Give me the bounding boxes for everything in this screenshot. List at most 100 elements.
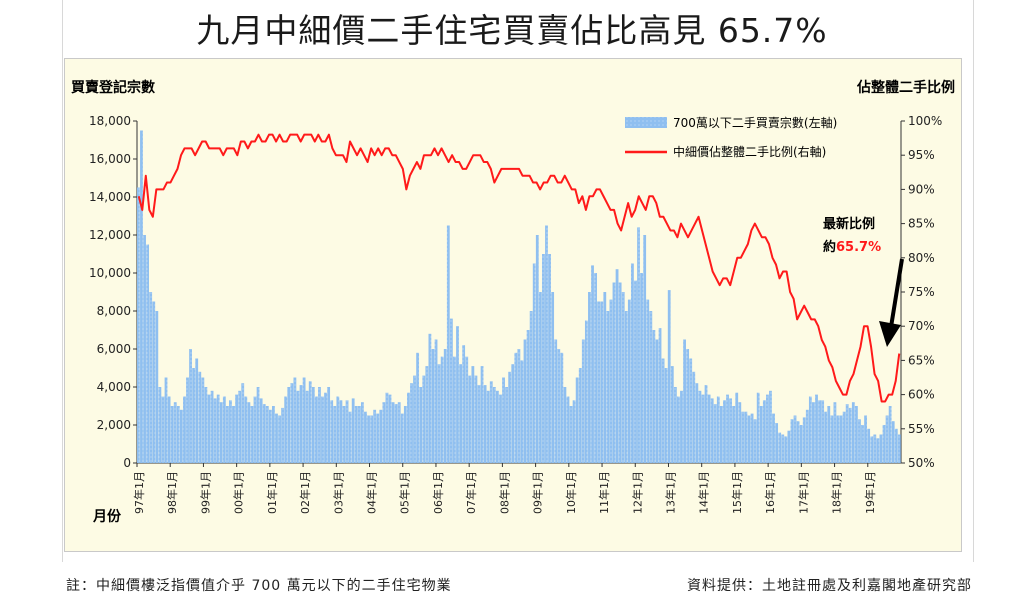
bar	[511, 364, 515, 463]
legend-bar-swatch	[625, 117, 667, 128]
bar	[173, 402, 177, 463]
bar	[535, 235, 539, 463]
bar	[407, 392, 410, 463]
x-tick-label: 11年1月	[597, 471, 611, 514]
bar	[686, 349, 690, 463]
x-tick-label: 14年1月	[697, 471, 711, 514]
bar	[385, 392, 389, 463]
bar	[440, 356, 444, 463]
bar	[204, 387, 208, 463]
bar	[179, 409, 183, 463]
legend-line-label: 中細價佔整體二手比例(右軸)	[673, 144, 826, 159]
page-title: 九月中細價二手住宅買賣佔比高見 65.7%	[196, 11, 828, 50]
bar	[851, 402, 855, 463]
bar	[468, 375, 472, 463]
bar	[431, 349, 435, 463]
bar	[413, 375, 416, 463]
bar	[775, 423, 779, 463]
bar	[750, 413, 754, 463]
bar	[225, 406, 229, 463]
bar	[505, 387, 509, 463]
bar	[821, 400, 825, 463]
bar	[189, 349, 192, 463]
bar	[845, 404, 849, 463]
bar	[170, 406, 174, 463]
bar	[146, 244, 150, 463]
bar	[741, 411, 745, 463]
bar	[566, 396, 570, 463]
bar	[210, 390, 214, 463]
bar	[548, 254, 551, 463]
bar	[449, 318, 453, 463]
y-left-tick-label: 4,000	[97, 380, 131, 394]
bar	[137, 187, 140, 463]
bar	[235, 394, 238, 463]
bar	[456, 326, 459, 463]
bar	[888, 406, 892, 463]
bar	[318, 387, 321, 463]
y-left-tick-label: 6,000	[97, 342, 131, 356]
x-tick-label: 15年1月	[730, 471, 744, 514]
bar	[584, 320, 588, 463]
bar	[747, 415, 751, 463]
bar	[615, 269, 619, 463]
bar	[284, 396, 288, 463]
bar	[192, 368, 196, 463]
y-left-tick-label: 0	[123, 456, 131, 470]
bar	[861, 425, 864, 463]
bar	[578, 368, 582, 463]
bar	[873, 434, 877, 463]
legend-bar-label: 700萬以下二手買賣宗數(左軸)	[673, 115, 837, 130]
bar	[551, 292, 555, 463]
bar	[575, 377, 579, 463]
bar	[400, 413, 404, 463]
bar	[342, 406, 346, 463]
bar	[796, 421, 800, 463]
bar	[830, 415, 834, 463]
bar	[167, 396, 171, 463]
y-left-tick-label: 16,000	[89, 152, 131, 166]
bar	[330, 400, 334, 463]
bar	[256, 387, 260, 463]
bar	[876, 438, 880, 463]
bar	[538, 292, 542, 463]
bar	[594, 273, 597, 463]
x-tick-label: 18年1月	[830, 471, 844, 514]
x-tick-label: 04年1月	[365, 471, 379, 514]
bar	[281, 407, 285, 463]
bar	[308, 381, 312, 463]
bar	[483, 385, 487, 463]
bar	[465, 356, 469, 463]
bar	[683, 339, 686, 463]
bar	[756, 392, 760, 463]
bar	[244, 396, 248, 463]
bar	[278, 415, 281, 463]
bar	[388, 394, 392, 463]
bar	[201, 377, 205, 463]
bar	[259, 398, 263, 463]
bar	[425, 366, 429, 463]
ratio-line	[137, 133, 901, 403]
bar	[471, 366, 475, 463]
bar	[422, 375, 426, 463]
bar	[434, 339, 438, 463]
bar	[581, 339, 585, 463]
bar	[637, 227, 640, 463]
bar	[854, 406, 858, 463]
bar	[726, 394, 729, 463]
bar	[560, 352, 564, 463]
bar	[563, 387, 567, 463]
bar	[680, 390, 683, 463]
bar	[542, 254, 545, 463]
bar	[640, 273, 644, 463]
bar	[379, 409, 383, 463]
bar	[176, 406, 180, 463]
bar	[149, 292, 153, 463]
bar	[268, 409, 272, 463]
bar	[569, 406, 573, 463]
annotation-arrow-shaft	[889, 258, 904, 328]
y-right-tick-label: 100%	[908, 114, 942, 128]
bar	[275, 413, 278, 463]
bar	[416, 352, 420, 463]
x-tick-label: 03年1月	[331, 471, 345, 514]
